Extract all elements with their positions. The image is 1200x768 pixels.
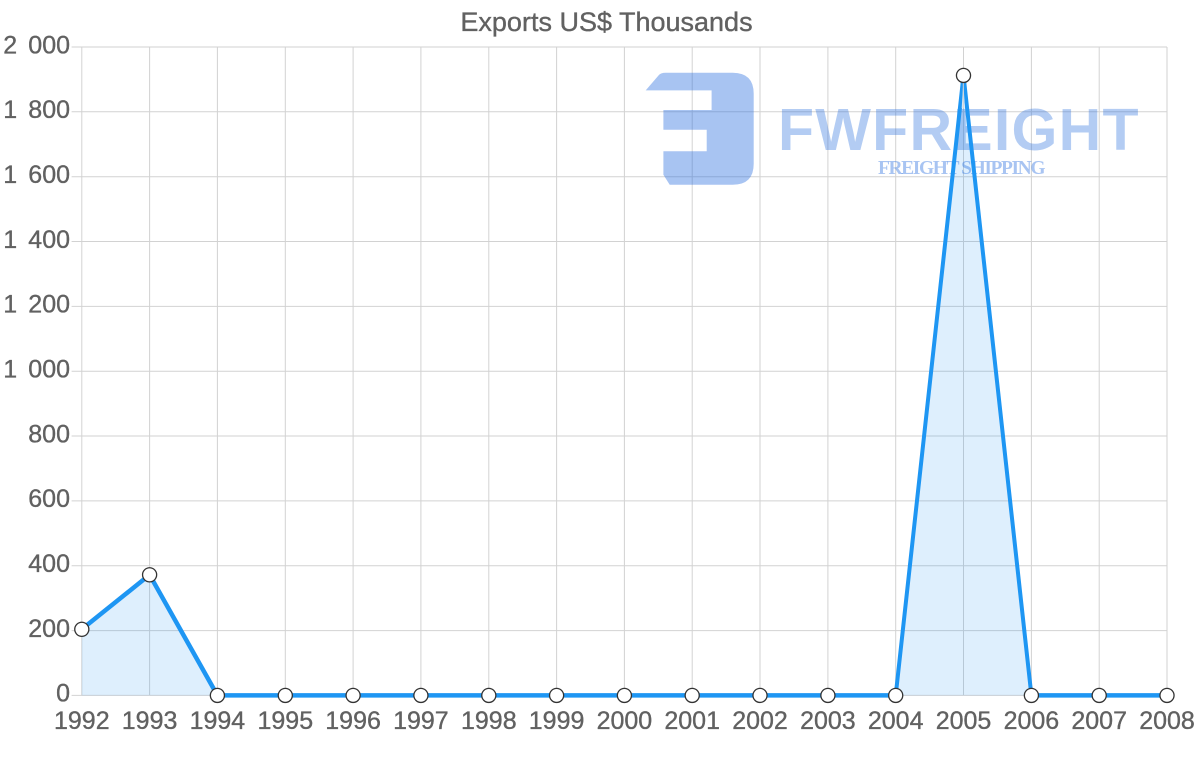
svg-text:1994: 1994 — [190, 707, 246, 735]
svg-text:2003: 2003 — [800, 707, 856, 735]
svg-text:2000: 2000 — [597, 707, 653, 735]
svg-text:2 000: 2 000 — [3, 31, 70, 59]
svg-text:1 800: 1 800 — [3, 96, 70, 124]
svg-text:1993: 1993 — [122, 707, 178, 735]
svg-text:2008: 2008 — [1139, 707, 1195, 735]
svg-text:1 000: 1 000 — [3, 356, 70, 384]
svg-text:1 600: 1 600 — [3, 161, 70, 189]
svg-text:1997: 1997 — [393, 707, 449, 735]
svg-text:200: 200 — [28, 615, 70, 643]
svg-text:FREIGHT SHIPPING: FREIGHT SHIPPING — [878, 158, 1046, 179]
svg-text:Exports US$ Thousands: Exports US$ Thousands — [460, 7, 752, 37]
svg-text:2006: 2006 — [1004, 707, 1060, 735]
svg-text:2004: 2004 — [868, 707, 924, 735]
svg-text:2001: 2001 — [664, 707, 720, 735]
svg-text:800: 800 — [28, 420, 70, 448]
svg-text:600: 600 — [28, 485, 70, 513]
svg-text:0: 0 — [56, 680, 70, 708]
svg-text:1996: 1996 — [325, 707, 381, 735]
svg-text:2002: 2002 — [732, 707, 788, 735]
svg-text:1 400: 1 400 — [3, 226, 70, 254]
svg-text:2007: 2007 — [1071, 707, 1127, 735]
svg-text:1995: 1995 — [257, 707, 313, 735]
svg-text:2005: 2005 — [936, 707, 992, 735]
svg-text:1999: 1999 — [529, 707, 585, 735]
svg-text:1992: 1992 — [54, 707, 110, 735]
svg-text:1 200: 1 200 — [3, 291, 70, 319]
svg-text:1998: 1998 — [461, 707, 517, 735]
svg-text:400: 400 — [28, 550, 70, 578]
